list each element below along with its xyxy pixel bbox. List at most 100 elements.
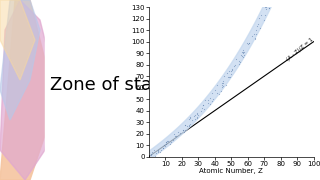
Point	[168, 141, 173, 144]
Point	[241, 50, 246, 53]
Point	[240, 55, 245, 58]
Point	[193, 118, 198, 121]
Point	[158, 149, 163, 152]
Point	[252, 38, 257, 41]
Polygon shape	[0, 0, 55, 180]
Point	[254, 29, 259, 32]
Point	[258, 14, 263, 17]
Point	[184, 125, 189, 128]
Point	[187, 117, 192, 120]
Point	[266, 6, 271, 9]
Point	[188, 117, 193, 120]
Point	[241, 53, 246, 56]
Point	[150, 151, 155, 154]
Point	[241, 50, 246, 53]
Point	[163, 144, 168, 147]
Point	[214, 84, 219, 87]
Point	[155, 150, 160, 153]
Point	[176, 130, 181, 133]
Point	[257, 17, 262, 20]
Point	[225, 75, 230, 78]
Point	[199, 107, 204, 110]
Point	[257, 27, 262, 30]
Point	[229, 67, 234, 70]
Point	[234, 58, 239, 61]
Point	[226, 69, 231, 72]
Point	[196, 114, 201, 117]
Point	[252, 33, 257, 36]
Point	[226, 76, 231, 79]
Point	[238, 61, 243, 64]
Point	[195, 112, 200, 115]
Point	[241, 52, 246, 55]
Point	[180, 128, 185, 131]
Point	[239, 53, 244, 56]
Point	[164, 141, 169, 144]
Point	[211, 97, 216, 100]
Point	[152, 155, 157, 158]
Point	[220, 85, 226, 87]
Point	[217, 93, 222, 96]
Polygon shape	[0, 0, 50, 180]
Point	[239, 55, 244, 57]
Point	[273, 0, 278, 1]
Point	[253, 33, 258, 35]
Point	[192, 114, 197, 116]
Point	[186, 124, 191, 127]
Point	[199, 109, 204, 112]
Point	[148, 154, 154, 157]
Point	[214, 92, 219, 95]
Point	[256, 23, 261, 26]
Point	[180, 129, 186, 132]
Point	[157, 150, 162, 153]
Point	[229, 69, 235, 72]
Text: (A - Z)/Z = 1: (A - Z)/Z = 1	[285, 37, 314, 62]
Polygon shape	[149, 0, 285, 158]
Point	[154, 151, 159, 154]
Point	[206, 102, 211, 105]
Text: Zone of stability: Zone of stability	[50, 76, 196, 94]
Point	[200, 103, 205, 106]
Point	[207, 97, 212, 100]
Point	[237, 62, 242, 65]
Point	[191, 115, 196, 118]
Point	[172, 135, 177, 138]
Polygon shape	[0, 0, 35, 80]
Point	[263, 5, 268, 8]
Point	[246, 41, 252, 44]
Point	[171, 139, 176, 142]
Point	[218, 90, 223, 93]
Point	[168, 142, 173, 145]
Point	[228, 69, 233, 72]
Point	[207, 103, 212, 105]
Point	[162, 144, 167, 147]
Point	[189, 118, 194, 121]
FancyArrowPatch shape	[151, 45, 204, 77]
Point	[232, 63, 237, 66]
Point	[195, 115, 200, 118]
Point	[171, 133, 176, 136]
Point	[166, 139, 171, 142]
Point	[156, 149, 161, 152]
Point	[163, 141, 168, 144]
Point	[268, 1, 273, 4]
Point	[223, 83, 228, 86]
Point	[221, 82, 226, 84]
Point	[246, 43, 251, 46]
Polygon shape	[45, 0, 320, 180]
Point	[220, 80, 226, 82]
Point	[182, 123, 188, 126]
Point	[194, 113, 199, 116]
Point	[250, 35, 255, 38]
Point	[194, 116, 199, 119]
Point	[228, 75, 233, 78]
Point	[252, 37, 258, 39]
Point	[263, 8, 268, 10]
Point	[224, 71, 229, 74]
Point	[241, 48, 246, 51]
Point	[148, 152, 153, 155]
Point	[209, 92, 214, 95]
Point	[202, 99, 207, 102]
Point	[231, 64, 236, 67]
Point	[263, 5, 268, 8]
